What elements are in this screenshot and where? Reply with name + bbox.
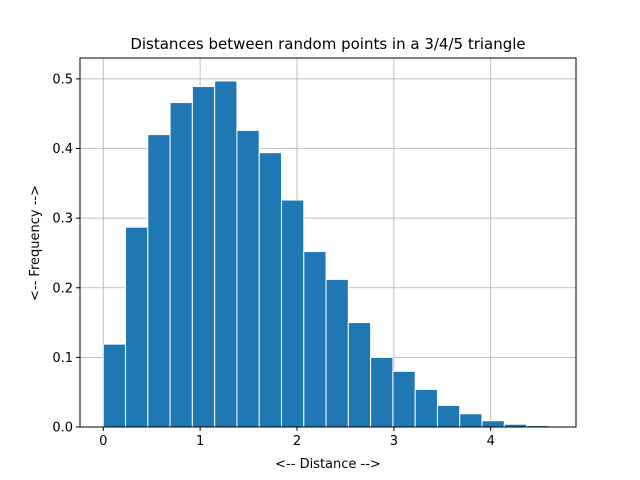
y-tick-label: 0.4 [52,142,73,157]
histogram-bar [481,420,505,428]
histogram-bar [281,199,305,428]
x-tick-label: 1 [196,434,204,449]
y-tick-label: 0.0 [52,421,73,436]
histogram-bar [325,278,349,428]
histogram-bar [347,322,372,428]
histogram-bar [147,134,171,428]
histogram-bar [459,413,483,428]
histogram-bar [125,226,149,428]
y-tick-label: 0.5 [52,72,73,87]
y-axis-label: <-- Frequency --> [28,185,43,301]
histogram-bar [214,80,238,428]
x-tick-label: 3 [390,434,398,449]
histogram-bar [169,102,193,428]
histogram-bar [191,86,216,428]
histogram-bar [392,370,416,428]
plot-frame [79,57,577,428]
x-axis-label: <-- Distance --> [275,457,381,472]
histogram-bar [236,129,260,428]
y-tick-label: 0.1 [52,351,73,366]
x-tick-label: 0 [99,434,107,449]
chart-title: Distances between random points in a 3/4… [130,35,525,53]
axis-ticks: 0 1 2 3 4 0.0 0.1 0.2 0.3 0.4 0.5 [52,72,495,449]
histogram-bar [102,343,127,428]
y-tick-label: 0.3 [52,212,73,227]
y-tick-label: 0.2 [52,281,73,296]
histogram-bar [370,356,394,428]
histogram-bar [436,404,461,428]
histogram-bar [258,152,282,428]
histogram-bar [414,388,438,428]
histogram-bar [303,251,327,428]
x-tick-label: 2 [293,434,301,449]
x-tick-label: 4 [487,434,495,449]
